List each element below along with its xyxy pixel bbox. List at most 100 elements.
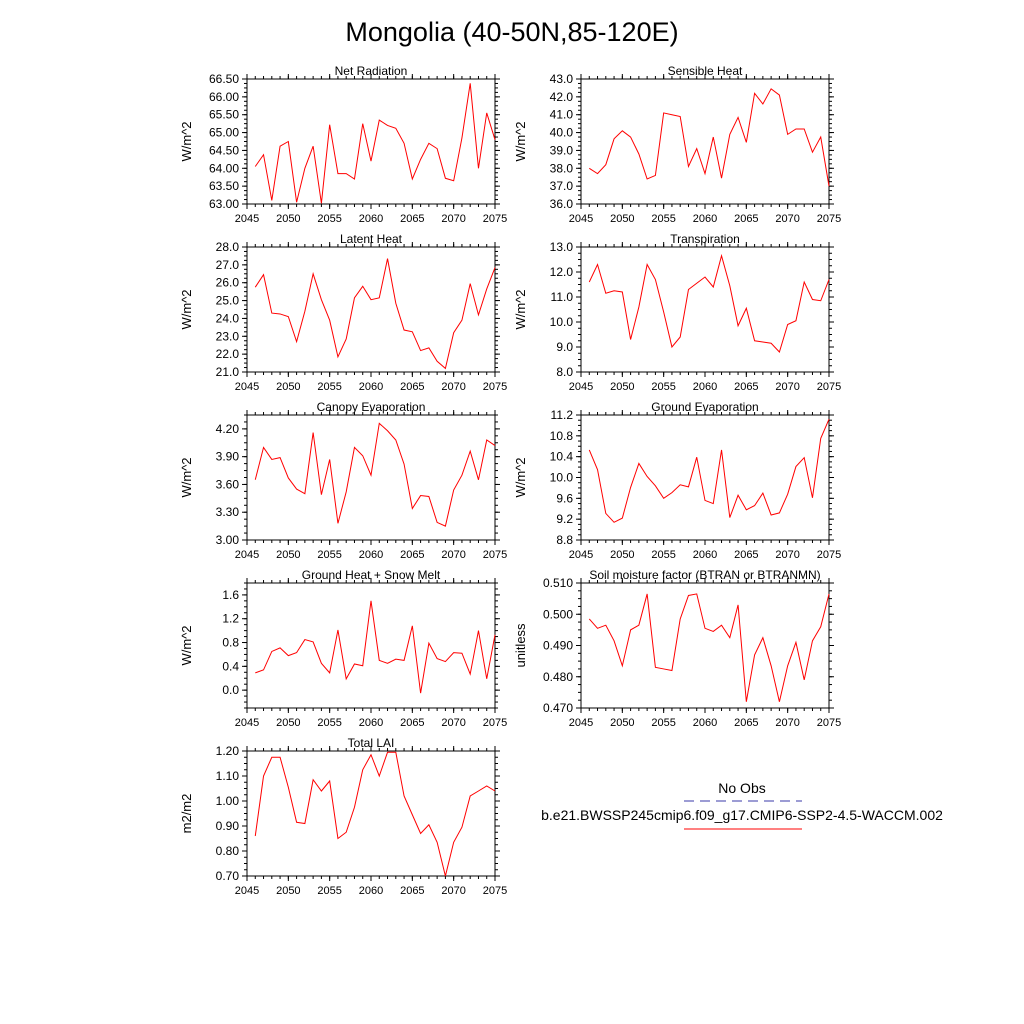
panel-title: Soil moisture factor (BTRAN or BTRANMN) [589,568,820,582]
x-tick-label: 2050 [610,717,634,729]
y-tick-label: 1.2 [222,612,239,626]
x-tick-label: 2075 [817,549,841,561]
x-tick-label: 2065 [734,213,758,225]
y-tick-label: 1.10 [216,769,240,783]
x-tick-label: 2050 [610,213,634,225]
plot-frame [246,78,496,205]
y-tick-label: 3.90 [216,450,240,464]
x-tick-label: 2045 [235,549,259,561]
y-tick-label: 13.0 [550,240,574,254]
y-axis-label: W/m^2 [179,121,194,161]
y-tick-label: 10.4 [550,450,574,464]
y-axis-label: W/m^2 [513,457,528,497]
chart-panel: Ground Heat + Snow Melt 2045 2050 2055 2060 2… [179,568,507,729]
x-tick-label: 2070 [775,381,799,393]
x-tick-label: 2075 [483,213,507,225]
series-line [254,422,496,527]
y-tick-label: 10.0 [550,471,574,485]
plot-frame [246,750,496,877]
x-tick-label: 2070 [441,549,465,561]
x-tick-label: 2070 [441,381,465,393]
chart-panels: Net Radiation 2045 2050 2055 2060 2065 2070 207… [179,64,841,897]
chart-panel: Transpiration 2045 2050 2055 2060 2065 2070 207… [513,232,841,393]
x-tick-label: 2070 [441,213,465,225]
y-tick-label: 66.50 [209,72,239,86]
y-tick-label: 1.20 [216,744,240,758]
y-tick-label: 0.470 [543,701,573,715]
y-tick-label: 39.0 [550,143,574,157]
series-line [254,258,496,370]
x-tick-label: 2060 [693,381,717,393]
y-tick-label: 0.500 [543,607,573,621]
panel-title: Latent Heat [340,232,403,246]
x-tick-label: 2045 [569,381,593,393]
panel-title: Ground Heat + Snow Melt [302,568,441,582]
y-tick-label: 0.90 [216,819,240,833]
x-tick-label: 2075 [483,717,507,729]
plot-frame [580,582,830,709]
x-tick-label: 2055 [317,213,341,225]
y-tick-label: 28.0 [216,240,240,254]
legend: No Obs b.e21.BWSSP245cmip6.f09_g17.CMIP6… [541,780,943,830]
y-tick-label: 63.50 [209,179,239,193]
y-tick-label: 22.0 [216,347,240,361]
x-tick-label: 2075 [817,717,841,729]
page-title: Mongolia (40-50N,85-120E) [345,17,678,47]
x-tick-label: 2075 [483,885,507,897]
y-tick-label: 10.8 [550,429,574,443]
y-tick-label: 27.0 [216,258,240,272]
x-tick-label: 2060 [359,381,383,393]
x-tick-label: 2045 [569,549,593,561]
y-tick-label: 4.20 [216,422,240,436]
x-tick-label: 2070 [441,717,465,729]
legend-model-label: b.e21.BWSSP245cmip6.f09_g17.CMIP6-SSP2-4… [541,807,943,823]
y-tick-label: 42.0 [550,90,574,104]
plot-frame [580,414,830,541]
chart-panel: Soil moisture factor (BTRAN or BTRANMN) 2… [513,568,841,729]
x-tick-label: 2045 [569,213,593,225]
x-tick-label: 2045 [569,717,593,729]
y-tick-label: 0.490 [543,639,573,653]
y-tick-label: 3.30 [216,505,240,519]
x-tick-label: 2070 [775,717,799,729]
y-tick-label: 0.70 [216,869,240,883]
x-tick-label: 2055 [651,381,675,393]
y-tick-label: 10.0 [550,315,574,329]
chart-panel: Net Radiation 2045 2050 2055 2060 2065 2070 207… [179,64,507,225]
x-tick-label: 2055 [317,381,341,393]
plot-frame [246,246,496,373]
panel-title: Transpiration [670,232,740,246]
y-tick-label: 9.6 [556,491,573,505]
y-axis-label: W/m^2 [513,289,528,329]
x-tick-label: 2055 [651,213,675,225]
panel-title: Total LAI [348,736,395,750]
y-tick-label: 0.80 [216,844,240,858]
chart-panel: Sensible Heat 2045 2050 2055 2060 2065 2070 207… [513,64,841,225]
x-tick-label: 2055 [317,717,341,729]
y-tick-label: 11.2 [551,408,574,422]
plot-frame [246,414,496,541]
y-tick-label: 8.8 [556,533,573,547]
x-tick-label: 2075 [483,549,507,561]
y-tick-label: 40.0 [550,126,574,140]
y-tick-label: 0.480 [543,670,573,684]
y-tick-label: 3.00 [216,533,240,547]
x-tick-label: 2050 [276,213,300,225]
x-tick-label: 2060 [693,717,717,729]
y-tick-label: 23.0 [216,329,240,343]
y-tick-label: 12.0 [550,265,574,279]
y-tick-label: 3.60 [216,477,240,491]
y-axis-label: m2/m2 [179,794,194,834]
x-tick-label: 2065 [734,381,758,393]
y-tick-label: 66.00 [209,90,239,104]
series-line [255,600,496,694]
y-tick-label: 1.00 [216,794,240,808]
x-tick-label: 2050 [276,885,300,897]
x-tick-label: 2055 [317,549,341,561]
series-line [588,418,830,523]
x-tick-label: 2060 [359,213,383,225]
panel-title: Ground Evaporation [651,400,758,414]
y-tick-label: 64.00 [209,161,239,175]
x-tick-label: 2060 [359,549,383,561]
